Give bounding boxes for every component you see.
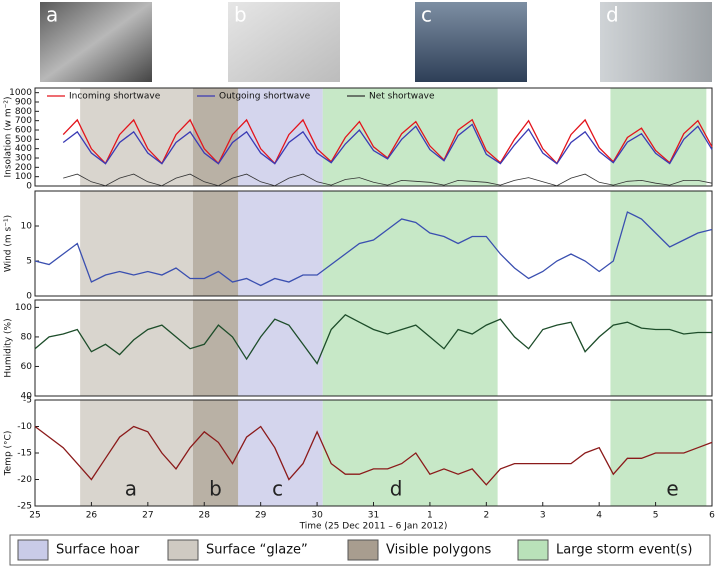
- legend-label: Surface hoar: [56, 543, 140, 558]
- y-tick-label: 100: [15, 303, 32, 313]
- event-band: [238, 300, 323, 396]
- x-tick-label: 3: [540, 511, 546, 521]
- x-tick-label: 27: [142, 511, 153, 521]
- y-axis-label: Insolation (w m⁻²): [4, 96, 14, 177]
- legend-label: Outgoing shortwave: [219, 92, 311, 102]
- y-tick-label: -25: [17, 502, 32, 512]
- event-band: [192, 400, 239, 506]
- x-tick-label: 6: [709, 511, 715, 521]
- legend-label: Incoming shortwave: [69, 92, 161, 102]
- y-tick-label: -10: [17, 422, 32, 432]
- plot-frame: [34, 190, 713, 297]
- series-line: [34, 211, 713, 287]
- series-line: [34, 313, 712, 365]
- y-tick-label: 200: [15, 163, 32, 173]
- event-band: [80, 191, 193, 296]
- legend-swatch: [517, 539, 549, 561]
- event-band: [80, 400, 193, 506]
- y-tick-label: -5: [23, 396, 32, 406]
- y-axis-label: Temp (°C): [4, 431, 14, 477]
- legend-label: Surface “glaze”: [206, 543, 308, 558]
- x-tick-label: 2: [483, 511, 489, 521]
- legend-frame: [9, 534, 711, 566]
- photo-label: a: [46, 3, 58, 27]
- event-band: [322, 191, 498, 296]
- photo: [228, 2, 340, 82]
- event-band: [238, 88, 323, 186]
- event-band: [322, 400, 498, 506]
- event-band: [322, 300, 498, 396]
- event-letter: c: [272, 477, 283, 501]
- y-tick-label: 300: [15, 154, 32, 164]
- y-tick-label: 80: [21, 332, 33, 342]
- plot-frame: [34, 87, 713, 187]
- x-tick-label: 26: [86, 511, 98, 521]
- y-tick-label: 0: [26, 292, 32, 302]
- legend-swatch: [17, 539, 49, 561]
- y-tick-label: 60: [21, 362, 33, 372]
- y-tick-label: 500: [15, 135, 32, 145]
- y-tick-label: 1000: [9, 88, 32, 98]
- y-tick-label: 700: [15, 116, 32, 126]
- y-tick-label: 5: [26, 257, 32, 267]
- event-band: [238, 400, 323, 506]
- x-tick-label: 1: [427, 511, 433, 521]
- y-tick-label: 10: [21, 222, 33, 232]
- event-letter: e: [666, 477, 678, 501]
- event-letter: d: [390, 477, 403, 501]
- x-tick-label: 29: [255, 511, 267, 521]
- photo: [415, 2, 527, 82]
- event-letter: b: [209, 477, 222, 501]
- legend-swatch: [167, 539, 199, 561]
- x-tick-label: 25: [29, 511, 40, 521]
- event-band: [238, 191, 323, 296]
- legend-label: Large storm event(s): [556, 543, 692, 558]
- x-tick-label: 30: [311, 511, 323, 521]
- y-tick-label: -20: [17, 475, 32, 485]
- y-axis-label: Wind (m s⁻¹): [4, 215, 14, 272]
- x-tick-label: 28: [199, 511, 211, 521]
- y-tick-label: 400: [15, 144, 32, 154]
- y-tick-label: 40: [21, 392, 33, 402]
- event-band: [610, 191, 707, 296]
- event-letter: a: [125, 477, 137, 501]
- event-band: [322, 88, 498, 186]
- y-tick-label: 100: [15, 172, 32, 182]
- legend-label: Net shortwave: [369, 92, 435, 102]
- legend-swatch: [347, 539, 379, 561]
- event-band: [610, 300, 707, 396]
- x-axis-label: Time (25 Dec 2011 – 6 Jan 2012): [299, 522, 448, 532]
- photo-label: c: [421, 3, 432, 27]
- photo-label: d: [606, 3, 619, 27]
- y-tick-label: 800: [15, 107, 32, 117]
- y-axis-label: Humidity (%): [4, 318, 14, 377]
- event-band: [192, 300, 239, 396]
- y-tick-label: -15: [17, 449, 32, 459]
- x-tick-label: 5: [653, 511, 659, 521]
- y-tick-label: 600: [15, 126, 32, 136]
- event-band: [192, 88, 239, 186]
- y-tick-label: 900: [15, 98, 32, 108]
- legend-label: Visible polygons: [386, 543, 492, 558]
- series-line: [63, 173, 713, 187]
- event-band: [192, 191, 239, 296]
- series-line: [62, 123, 713, 165]
- photo-label: b: [234, 3, 247, 27]
- x-tick-label: 31: [368, 511, 379, 521]
- photo: [40, 2, 152, 82]
- x-tick-label: 4: [596, 511, 602, 521]
- y-tick-label: 0: [26, 182, 32, 192]
- series-line: [34, 425, 713, 486]
- photo: [600, 2, 712, 82]
- event-band: [610, 88, 707, 186]
